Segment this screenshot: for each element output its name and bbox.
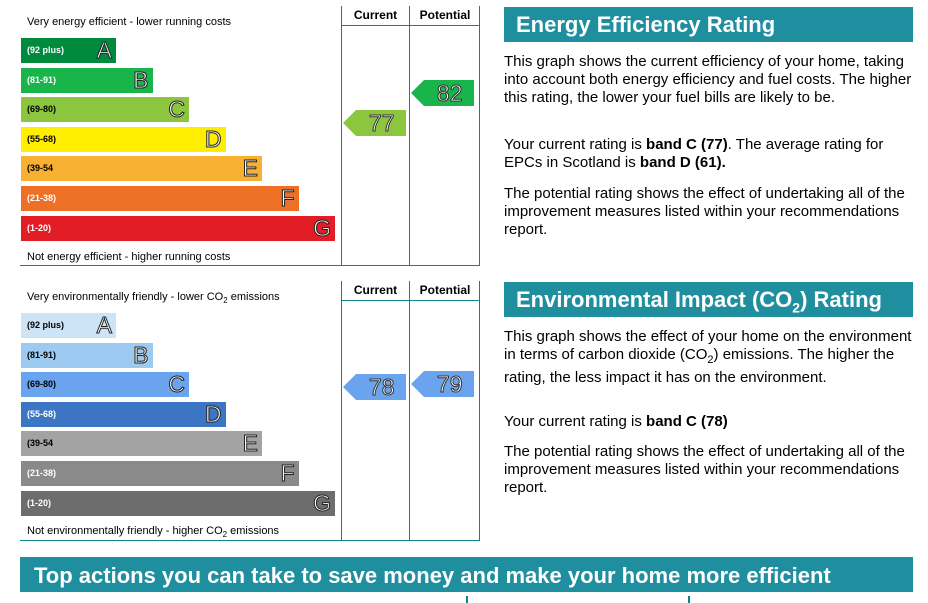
arrow-polygon bbox=[411, 371, 474, 398]
rating-band-e: (39-54 E bbox=[21, 430, 262, 457]
band-letter: E bbox=[242, 155, 258, 182]
rating-band-c: (69-80) C bbox=[21, 96, 189, 123]
environment-description: This graph shows the effect of your home… bbox=[504, 328, 912, 386]
rating-band-d: (55-68) D bbox=[21, 400, 226, 427]
rating-band-a: (92 plus) A bbox=[21, 312, 116, 338]
band-letter: E bbox=[242, 430, 258, 457]
potential-rating-arrow: 82 bbox=[411, 79, 474, 106]
potential-rating-arrow: 79 bbox=[411, 371, 474, 398]
arrow-shape bbox=[411, 79, 474, 106]
band-range-label: (39-54 bbox=[27, 438, 54, 449]
divider bbox=[341, 281, 342, 540]
energy-current-rating-text: Your current rating is band C (77). The … bbox=[504, 136, 884, 171]
divider bbox=[341, 300, 479, 301]
rating-band-g: (1-20) G bbox=[21, 489, 335, 516]
divider bbox=[688, 596, 690, 603]
rating-band-e: (39-54 E bbox=[21, 155, 262, 182]
band-letter: B bbox=[133, 66, 149, 93]
environment-current-rating-text: Your current rating is band C (78) bbox=[504, 413, 728, 430]
band-letter: C bbox=[168, 96, 186, 123]
chart-bottom-caption: Not energy efficient - higher running co… bbox=[27, 251, 231, 263]
rating-band-b: (81-91) B bbox=[21, 66, 153, 93]
divider bbox=[466, 596, 468, 603]
band-range-label: (21-38) bbox=[27, 468, 57, 478]
current-column-header: Current bbox=[353, 8, 398, 22]
rating-band-c: (69-80) C bbox=[21, 371, 189, 398]
band-letter: F bbox=[280, 185, 295, 211]
divider bbox=[341, 25, 479, 26]
arrow-shape bbox=[343, 374, 406, 401]
band-range-label: (55-68) bbox=[27, 133, 57, 144]
band-letter: D bbox=[204, 400, 222, 427]
energy-description: This graph shows the current efficiency … bbox=[504, 53, 912, 106]
top-actions-banner: Top actions you can take to save money a… bbox=[20, 557, 913, 592]
rating-band-d: (55-68) D bbox=[21, 125, 226, 152]
band-range-label: (21-38) bbox=[27, 193, 57, 203]
band-range-label: (55-68) bbox=[27, 408, 57, 419]
potential-column-header: Potential bbox=[419, 8, 471, 22]
band-range-label: (69-80) bbox=[27, 104, 57, 115]
environmental-impact-heading: Environmental Impact (CO2) Rating bbox=[504, 282, 913, 317]
arrow-shape bbox=[411, 371, 474, 398]
divider bbox=[341, 6, 342, 265]
band-range-label: (1-20) bbox=[27, 497, 52, 508]
environment-potential-text: The potential rating shows the effect of… bbox=[504, 443, 905, 496]
arrow-polygon bbox=[411, 79, 474, 106]
rating-band-f: (21-38) F bbox=[21, 185, 299, 211]
divider bbox=[409, 6, 410, 265]
current-rating-value: 77 bbox=[368, 110, 395, 137]
rating-band-b: (81-91) B bbox=[21, 341, 153, 368]
chart-top-caption: Very environmentally friendly - lower CO… bbox=[27, 291, 280, 306]
band-letter: C bbox=[168, 371, 186, 398]
band-range-label: (81-91) bbox=[27, 349, 57, 360]
arrow-shape bbox=[343, 110, 406, 137]
energy-efficiency-heading: Energy Efficiency Rating bbox=[504, 7, 913, 42]
chart-bottom-caption: Not environmentally friendly - higher CO… bbox=[27, 525, 280, 540]
band-letter: A bbox=[96, 312, 112, 338]
potential-column-header: Potential bbox=[419, 283, 471, 297]
band-range-label: (69-80) bbox=[27, 379, 57, 390]
band-letter: G bbox=[313, 214, 332, 241]
current-rating-value: 78 bbox=[368, 374, 395, 401]
rating-band-f: (21-38) F bbox=[21, 460, 299, 486]
divider bbox=[409, 281, 410, 540]
band-range-label: (92 plus) bbox=[27, 45, 65, 55]
current-column-header: Current bbox=[353, 283, 398, 297]
chart-top-caption: Very energy efficient - lower running co… bbox=[27, 16, 232, 28]
band-letter: F bbox=[280, 460, 295, 486]
band-range-label: (81-91) bbox=[27, 74, 57, 85]
rating-band-g: (1-20) G bbox=[21, 214, 335, 241]
band-range-label: (92 plus) bbox=[27, 320, 65, 330]
arrow-polygon bbox=[343, 374, 406, 401]
rating-band-a: (92 plus) A bbox=[21, 37, 116, 63]
environmental-impact-chart: Current Potential Very environmentally f… bbox=[20, 281, 480, 541]
band-range-label: (1-20) bbox=[27, 222, 52, 233]
potential-rating-value: 82 bbox=[436, 79, 463, 106]
band-letter: D bbox=[204, 125, 222, 152]
current-rating-arrow: 78 bbox=[343, 374, 406, 401]
current-rating-arrow: 77 bbox=[343, 110, 406, 137]
energy-potential-text: The potential rating shows the effect of… bbox=[504, 185, 905, 238]
energy-rating-chart: Current Potential Very energy efficient … bbox=[20, 6, 480, 266]
band-letter: A bbox=[96, 37, 112, 63]
potential-rating-value: 79 bbox=[436, 371, 463, 398]
arrow-polygon bbox=[343, 110, 406, 137]
band-letter: G bbox=[313, 489, 332, 516]
band-letter: B bbox=[133, 341, 149, 368]
band-range-label: (39-54 bbox=[27, 163, 54, 174]
